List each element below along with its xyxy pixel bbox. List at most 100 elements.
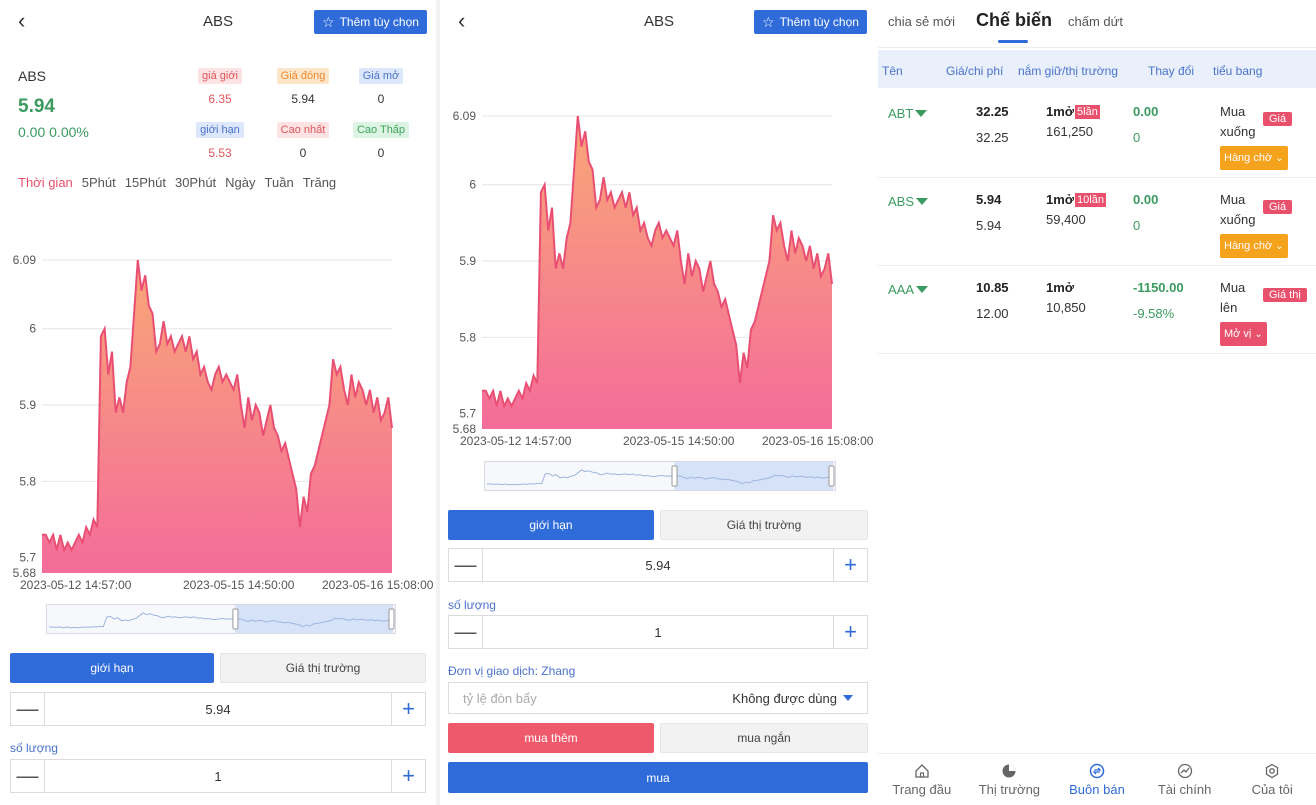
triangle-down-icon — [915, 110, 928, 117]
navigator-line — [49, 612, 394, 629]
position-cost: 5.94 — [976, 218, 1002, 233]
tab-processing[interactable]: Chế biến — [976, 10, 1053, 30]
limit-tab[interactable]: giới hạn — [10, 653, 214, 683]
nav-item[interactable]: Của tôi — [1228, 754, 1316, 805]
plus-icon[interactable]: + — [391, 760, 425, 792]
nav-item[interactable]: Trang đầu — [878, 754, 966, 805]
market-tab[interactable]: Giá thị trường — [660, 510, 868, 540]
period-tab[interactable]: Trăng — [302, 175, 337, 190]
quote-cell: Cao Thấp 0 — [346, 120, 416, 160]
minus-icon[interactable]: — — [449, 549, 483, 581]
position-cost: 32.25 — [976, 130, 1009, 145]
minus-icon[interactable]: — — [449, 616, 483, 648]
holding-text: 1mở — [1046, 192, 1075, 207]
market-tab[interactable]: Giá thị trường — [220, 653, 426, 683]
table-row[interactable]: ABS 5.94 5.94 1mở 10lần 59,400 0.00 0 Mua xuống G… — [878, 178, 1316, 266]
table-row[interactable]: ABT 32.25 32.25 1mở 5lần 161,250 0.00 0 Mua xuốn… — [878, 90, 1316, 178]
leverage-select[interactable]: tỷ lệ đòn bẩy Không được dùng — [448, 682, 868, 714]
y-tick-label: 5.68 — [453, 422, 477, 436]
position-change-pct: -9.58% — [1133, 306, 1175, 321]
quote-value: 5.53 — [208, 146, 232, 160]
tab-new[interactable]: chia sẻ mới — [888, 14, 956, 29]
navigator-selection[interactable] — [674, 462, 833, 490]
chart-navigator[interactable] — [484, 461, 836, 491]
header-status: tiểu bang — [1213, 64, 1263, 78]
limit-tab[interactable]: giới hạn — [448, 510, 654, 540]
minus-icon[interactable]: — — [11, 693, 45, 725]
plus-icon[interactable]: + — [391, 693, 425, 725]
nav-item[interactable]: Tài chính — [1141, 754, 1229, 805]
quantity-input[interactable]: 1 — [214, 768, 222, 784]
add-favorite-label: Thêm tùy chọn — [339, 15, 419, 29]
navigator-selection[interactable] — [234, 605, 393, 633]
quote-value: 6.35 — [208, 92, 232, 106]
price-input[interactable]: 5.94 — [645, 557, 671, 573]
quote-label: Cao nhất — [276, 122, 330, 138]
quantity-input[interactable]: 1 — [654, 624, 662, 640]
quote-cell: giá giới 6.35 — [185, 66, 255, 106]
price-input[interactable]: 5.94 — [205, 701, 231, 717]
quote-label: giá giới — [198, 68, 242, 84]
navigator-handle[interactable] — [388, 608, 395, 630]
price-stepper: — 5.94 + — [10, 692, 426, 726]
chart-navigator[interactable] — [46, 604, 396, 634]
status-label: Hàng chờ — [1224, 152, 1273, 164]
triangle-down-icon — [916, 286, 929, 293]
navigator-handle[interactable] — [671, 465, 678, 487]
nav-item[interactable]: Thị trường — [966, 754, 1054, 805]
quote-value: 0 — [377, 92, 385, 106]
back-icon[interactable]: ‹ — [458, 8, 466, 33]
page-title: ABS — [643, 13, 674, 30]
leverage-badge: 10lần — [1075, 192, 1106, 207]
tab-closed[interactable]: chấm dứt — [1068, 14, 1123, 29]
plus-icon[interactable]: + — [833, 549, 867, 581]
quantity-stepper: — 1 + — [10, 759, 426, 793]
holding-text: 1mở — [1046, 104, 1075, 119]
period-tab[interactable]: Thời gian — [18, 175, 73, 190]
position-change: 0.00 — [1133, 192, 1159, 207]
period-tab[interactable]: 5Phút — [81, 175, 116, 190]
chevron-down-icon: ⌄ — [1275, 240, 1284, 252]
price-change: 0.00 0.00% — [18, 124, 89, 140]
period-tab[interactable]: Tuần — [264, 175, 294, 190]
position-holding: 1mở 10lần — [1046, 192, 1106, 207]
positions-panel: chia sẻ mới Chế biến chấm dứt Tên Giá/ch… — [878, 0, 1316, 805]
leverage-badge: 5lần — [1075, 104, 1100, 119]
add-favorite-button[interactable]: ☆ Thêm tùy chọn — [754, 10, 867, 34]
position-change-pct: 0 — [1133, 218, 1141, 233]
header-change: Thay đổi — [1148, 64, 1195, 78]
price-chart: 6.09 6 5.9 5.8 5.7 5.68 2023-05-12 14:57:00 202… — [440, 106, 878, 456]
position-tabs: chia sẻ mới Chế biến chấm dứt — [878, 0, 1316, 48]
long-button[interactable]: mua thêm — [448, 723, 654, 753]
period-tab[interactable]: 30Phút — [174, 175, 217, 190]
status-label: Hàng chờ — [1224, 240, 1273, 252]
holding-text: 1mở — [1046, 280, 1075, 295]
navigator-handle[interactable] — [232, 608, 239, 630]
quote-cell: Giá mở 0 — [346, 66, 416, 106]
period-tab[interactable]: Ngày — [225, 175, 256, 190]
navigator-handle[interactable] — [828, 465, 835, 487]
table-row[interactable]: AAA 10.85 12.00 1mở 10,850 -1150.00 -9.58% Mua … — [878, 266, 1316, 354]
status-dropdown[interactable]: Hàng chờ ⌄ — [1220, 146, 1288, 170]
y-tick-label: 5.8 — [459, 330, 476, 344]
position-market: 10,850 — [1046, 300, 1086, 315]
price-line — [42, 259, 393, 554]
settings-icon — [1264, 763, 1280, 779]
back-icon[interactable]: ‹ — [18, 8, 26, 33]
buy-button[interactable]: mua — [448, 762, 868, 793]
position-name: ABT — [888, 106, 928, 121]
position-change-pct: 0 — [1133, 130, 1141, 145]
plus-icon[interactable]: + — [833, 616, 867, 648]
minus-icon[interactable]: — — [11, 760, 45, 792]
nav-item[interactable]: Buôn bán — [1053, 754, 1141, 805]
add-favorite-button[interactable]: ☆ Thêm tùy chọn — [314, 10, 427, 34]
chevron-down-icon: ⌄ — [1254, 328, 1263, 340]
status-dropdown[interactable]: Hàng chờ ⌄ — [1220, 234, 1288, 258]
position-holding: 1mở 5lần — [1046, 104, 1100, 119]
y-tick-label: 6.09 — [453, 109, 477, 123]
status-dropdown[interactable]: Mở vị ⌄ — [1220, 322, 1267, 346]
period-tab[interactable]: 15Phút — [124, 175, 166, 190]
short-button[interactable]: mua ngắn — [660, 723, 868, 753]
price-chart: 6.09 6 5.9 5.8 5.7 5.68 2023-05-12 14:57:00 202… — [0, 250, 436, 600]
quote-cell: Cao nhất 0 — [268, 120, 338, 160]
